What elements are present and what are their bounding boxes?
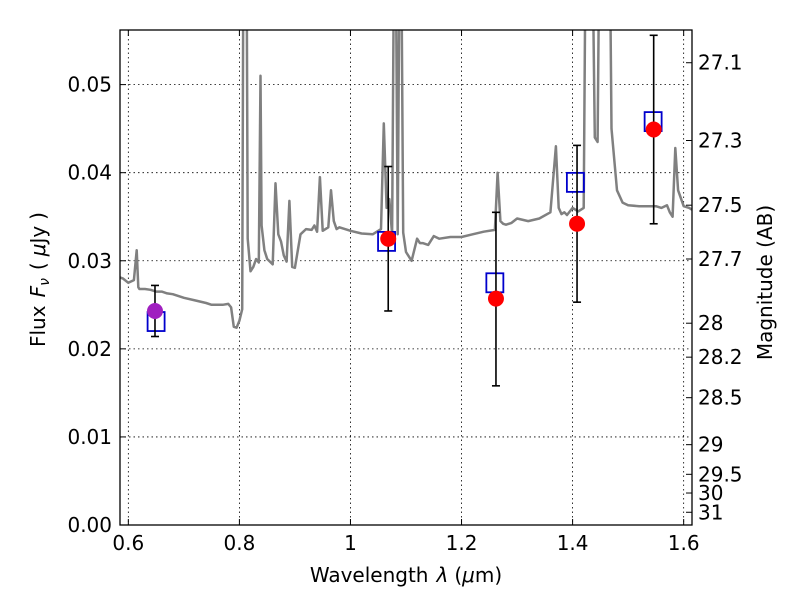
x-tick-label: 1 — [344, 531, 357, 555]
x-tick-label: 1.2 — [446, 531, 478, 555]
y-axis-label: FluxFν(μJy) — [26, 212, 53, 347]
y2-tick-label: 28 — [698, 311, 723, 335]
y2-tick-label: 31 — [698, 500, 723, 524]
y-tick-label: 0.00 — [67, 513, 112, 537]
x-tick-label: 0.6 — [112, 531, 144, 555]
plot-area — [120, 30, 692, 387]
y-tick-label: 0.01 — [67, 425, 112, 449]
model-spectrum-line — [120, 30, 692, 329]
y-tick-label: 0.05 — [67, 73, 112, 97]
x-tick-label: 1.6 — [668, 531, 700, 555]
x-tick-label: 1.4 — [557, 531, 589, 555]
photometry-point — [569, 215, 586, 232]
photometry-point — [645, 121, 662, 138]
photometry-point — [146, 302, 163, 319]
y2-axis-label: Magnitude (AB) — [753, 205, 777, 360]
y2-tick-label: 27.7 — [698, 247, 743, 271]
y-tick-label: 0.02 — [67, 337, 112, 361]
plot-frame — [119, 29, 693, 526]
grid-layer — [120, 30, 692, 526]
y2-tick-label: 28.2 — [698, 345, 743, 369]
model-band-square — [565, 171, 585, 193]
y2-tick-label: 30 — [698, 481, 723, 505]
ticks-layer: 0.6 0.8 1 1.2 1.4 1.6 0.00 0.01 0.02 0.03 0.04 0.05… — [67, 30, 743, 555]
model-band-square — [485, 272, 505, 294]
y2-tick-label: 27.1 — [698, 51, 743, 75]
y-tick-label: 0.03 — [67, 249, 112, 273]
x-tick-label: 0.8 — [223, 531, 255, 555]
y2-tick-label: 27.3 — [698, 129, 743, 153]
x-axis-label: Wavelength λ (μm) — [310, 563, 502, 587]
y2-tick-label: 27.5 — [698, 193, 743, 217]
y2-tick-label: 28.5 — [698, 386, 743, 410]
y2-tick-label: 29 — [698, 433, 723, 457]
photometry-point — [380, 230, 397, 247]
y2-tick-label: 29.5 — [698, 462, 743, 486]
photometry-point — [487, 290, 504, 307]
y-tick-label: 0.04 — [67, 161, 112, 185]
